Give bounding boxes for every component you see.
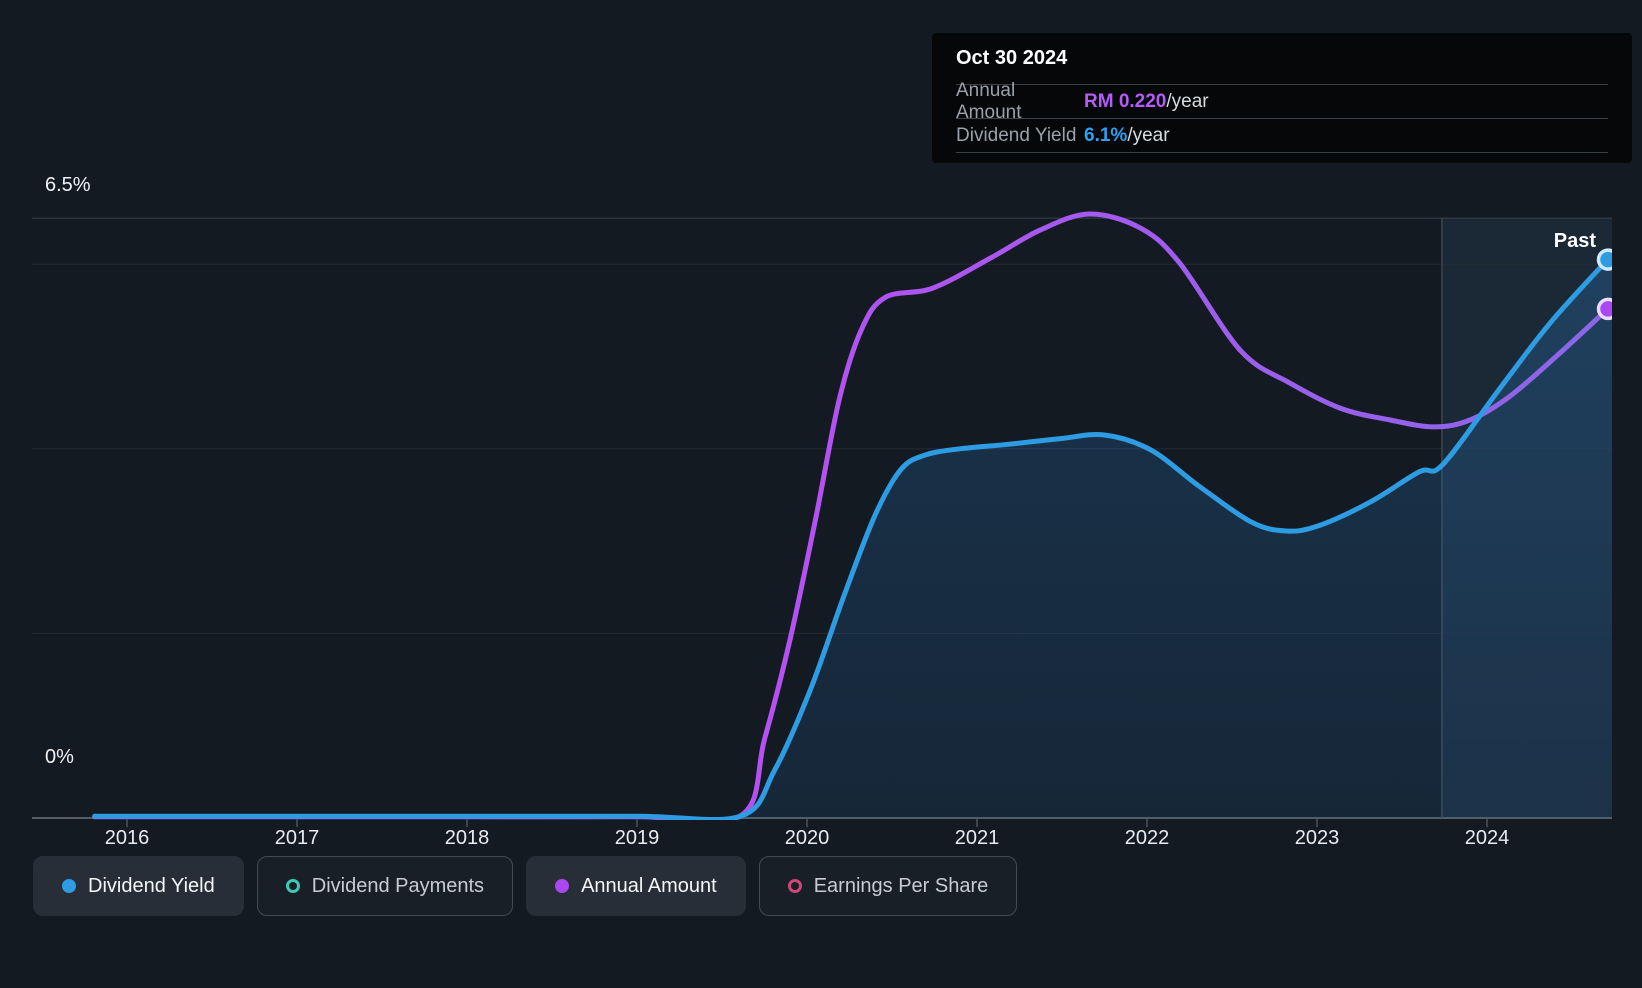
legend-toggle-dividend-yield[interactable]: Dividend Yield (33, 856, 244, 916)
annual-amount-marker-icon (555, 879, 570, 893)
legend-label: Dividend Payments (311, 874, 485, 897)
legend-toggle-earnings-per-share[interactable]: Earnings Per Share (758, 856, 1018, 916)
chart-tooltip: Oct 30 2024 Annual Amount RM 0.220 /year… (932, 33, 1632, 163)
legend-label: Annual Amount (581, 874, 717, 897)
x-axis-label: 2016 (104, 827, 150, 849)
y-axis-label-max: 6.5% (45, 174, 91, 196)
tooltip-row-dividend-yield: Dividend Yield 6.1% /year (956, 119, 1608, 153)
legend-toggle-dividend-payments[interactable]: Dividend Payments (256, 856, 514, 916)
legend-toggle-annual-amount[interactable]: Annual Amount (526, 856, 746, 916)
earnings-per-share-marker-icon (787, 879, 802, 893)
y-axis-label-zero: 0% (45, 746, 74, 768)
dividend-payments-marker-icon (285, 879, 300, 893)
x-axis-label: 2019 (614, 827, 660, 849)
tooltip-date: Oct 30 2024 (956, 33, 1608, 85)
legend-label: Dividend Yield (88, 874, 215, 897)
tooltip-label: Annual Amount (956, 79, 1022, 123)
legend-label: Earnings Per Share (813, 874, 989, 897)
dividend-yield-marker-icon (62, 879, 76, 893)
x-axis-label: 2021 (954, 827, 1000, 849)
tooltip-value: 6.1% (1084, 124, 1128, 146)
x-axis-label: 2024 (1464, 827, 1510, 849)
past-region-label: Past (1553, 230, 1596, 252)
legend-bar: Dividend Yield Dividend Payments Annual … (33, 856, 1018, 916)
x-axis-label: 2023 (1294, 827, 1340, 849)
x-axis-label: 2018 (444, 827, 490, 849)
x-axis-label: 2022 (1124, 827, 1170, 849)
tooltip-row-annual-amount: Annual Amount RM 0.220 /year (956, 80, 1608, 123)
tooltip-label: Dividend Yield (956, 124, 1077, 146)
x-axis-label: 2017 (274, 827, 320, 849)
x-axis-label: 2020 (784, 827, 830, 849)
tooltip-value: RM 0.220 (1084, 90, 1167, 112)
tooltip-suffix: /year (1166, 90, 1209, 112)
tooltip-suffix: /year (1127, 124, 1170, 146)
